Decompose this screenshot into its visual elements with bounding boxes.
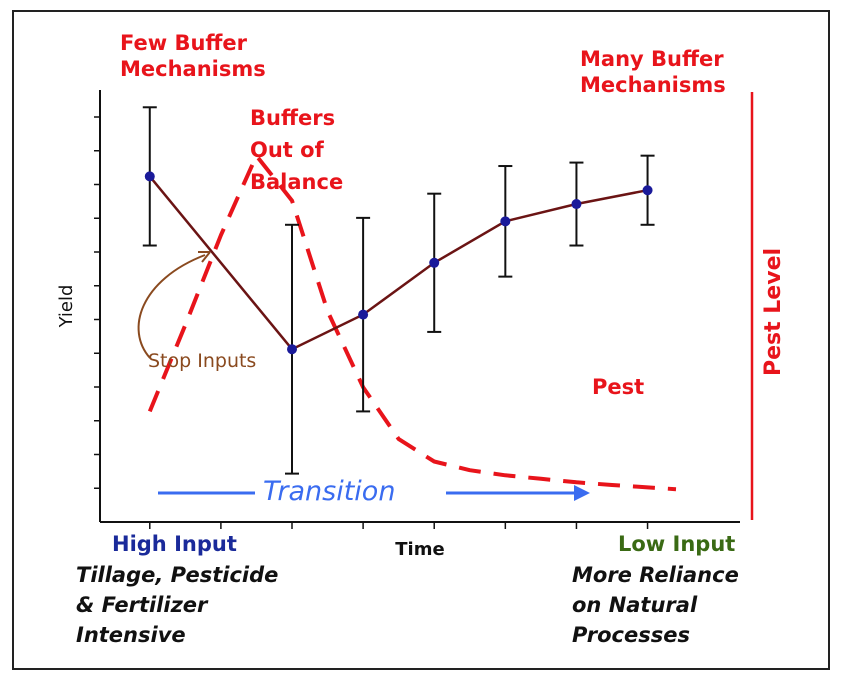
yield-point <box>358 309 369 320</box>
high-desc-line: Tillage, Pesticide <box>76 563 279 587</box>
few-buffer-line: Mechanisms <box>120 57 266 81</box>
high-input-description: Tillage, Pesticide & Fertilizer Intensiv… <box>76 560 278 650</box>
annotation-arrows <box>137 251 590 501</box>
high-input-label: High Input <box>112 532 237 556</box>
y-axis-label: Yield <box>56 285 77 329</box>
pest-line <box>147 153 677 492</box>
many-buffer-line: Many Buffer <box>580 47 724 71</box>
high-desc-line: & Fertilizer <box>76 593 208 617</box>
yield-point <box>144 171 155 182</box>
transition-label: Transition <box>263 476 396 507</box>
yield-point <box>287 344 297 355</box>
out-of-balance-line: Out of <box>250 138 324 162</box>
yield-point <box>642 185 653 196</box>
x-axis-label: Time <box>395 539 444 560</box>
yield-point <box>500 216 511 227</box>
low-input-description: More Reliance on Natural Processes <box>572 560 739 650</box>
stop-inputs-label: Stop Inputs <box>148 350 257 372</box>
pest-label: Pest <box>592 375 645 399</box>
pest-series <box>147 153 677 492</box>
few-buffer-label: Few Buffer Mechanisms <box>120 30 266 82</box>
low-desc-line: Processes <box>572 623 690 647</box>
few-buffer-line: Few Buffer <box>120 31 248 55</box>
stop-inputs-arrowhead <box>198 251 211 263</box>
low-input-label: Low Input <box>618 532 736 556</box>
low-desc-line: on Natural <box>572 593 698 617</box>
stop-inputs-arrow <box>137 254 206 359</box>
out-of-balance-line: Buffers <box>250 106 336 130</box>
many-buffer-line: Mechanisms <box>580 73 726 97</box>
figure-frame <box>12 10 830 670</box>
yield-point <box>571 199 582 210</box>
transition-arrowhead <box>574 485 590 501</box>
out-of-balance-label: Buffers Out of Balance <box>250 102 343 198</box>
yield-point <box>429 257 440 268</box>
many-buffer-label: Many Buffer Mechanisms <box>580 46 726 98</box>
yield-series <box>142 106 655 475</box>
low-desc-line: More Reliance <box>572 563 739 587</box>
out-of-balance-line: Balance <box>250 170 344 194</box>
high-desc-line: Intensive <box>76 623 186 647</box>
axes <box>94 90 754 529</box>
pest-level-axis-label: Pest Level <box>761 248 786 376</box>
